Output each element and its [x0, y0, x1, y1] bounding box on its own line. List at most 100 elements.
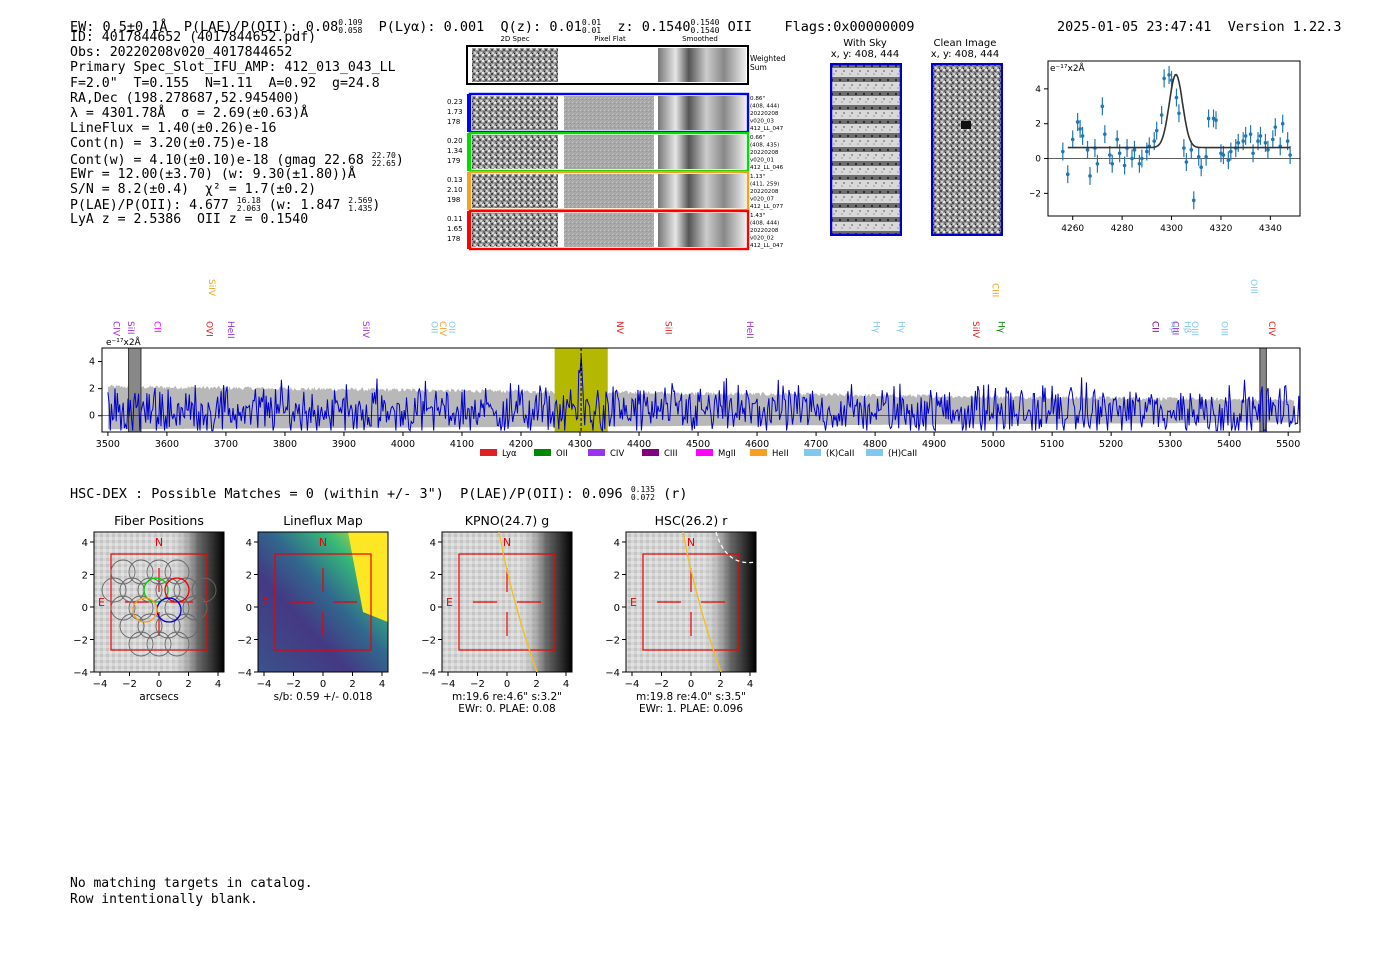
- ellipse-arc: [498, 531, 538, 673]
- panel-xtick: 0: [320, 679, 326, 690]
- panel-xtick: −4: [441, 679, 456, 690]
- fiber-2d-spec: [472, 213, 558, 247]
- fiber-meta: 20220208: [750, 228, 779, 234]
- spectrum-xtick: 5300: [1158, 439, 1182, 450]
- spectrum-unit: e⁻¹⁷x2Å: [106, 336, 142, 348]
- legend-item: Lyα: [480, 449, 517, 459]
- spectral-line-label: Hγ: [995, 321, 1005, 334]
- fit-data-point: [1288, 146, 1292, 165]
- fit-data-point: [1110, 154, 1115, 173]
- legend-swatch: [588, 449, 605, 456]
- east-label: E: [98, 596, 105, 609]
- fiber-color-bar: [467, 94, 470, 132]
- legend-item: CIV: [588, 449, 624, 459]
- hsc-dex-line: HSC-DEX : Possible Matches = 0 (within +…: [70, 485, 688, 503]
- fiber-meta: v020_07: [750, 197, 774, 203]
- panel-xtick: −2: [654, 679, 669, 690]
- fit-data-point: [1130, 149, 1134, 168]
- info-obs: Obs: 20220208v020_4017844652: [70, 45, 293, 61]
- footer-line-1: No matching targets in catalog.: [70, 876, 313, 891]
- info-id: ID: 4017844652 (4017844652.pdf): [70, 30, 317, 45]
- col-label-2dspec: 2D Spec: [500, 35, 529, 43]
- legend-item: HeII: [750, 449, 789, 459]
- clean-image-title: Clean Image x, y: 408, 444: [930, 38, 1000, 60]
- legend-item: CIII: [642, 449, 677, 459]
- panel-xtick: −2: [286, 679, 301, 690]
- fiber-circle: [155, 613, 181, 639]
- fiber-circle: [128, 559, 154, 585]
- fit-data-point: [1132, 140, 1137, 159]
- fiber-meta: 1.13": [750, 174, 765, 180]
- panel-xtick: 0: [688, 679, 694, 690]
- panel-ytick: 2: [246, 571, 252, 582]
- fit-data-point: [1122, 156, 1127, 175]
- fiber-meta: 20220208: [750, 111, 779, 117]
- north-label: N: [155, 536, 163, 549]
- aperture-box: [458, 553, 556, 651]
- panel-title: KPNO(24.7) g: [465, 513, 549, 528]
- fit-data-point: [1263, 133, 1268, 152]
- fit-data-point: [1159, 105, 1164, 124]
- panel-ytick: 0: [82, 603, 88, 614]
- fiber-weight: 2.10: [447, 186, 463, 194]
- spectrum-xtick: 5200: [1099, 439, 1123, 450]
- fit-data-point: [1078, 119, 1082, 138]
- fiber-smoothed: [658, 135, 746, 169]
- fiber-weight: 1.73: [447, 108, 463, 116]
- fiber-weight: 0.11: [447, 215, 463, 223]
- panel-caption-2: EWr: 1. PLAE: 0.096: [639, 703, 743, 715]
- spectral-line-label: SiII: [125, 321, 135, 335]
- spectrum-xtick: 3900: [332, 439, 356, 450]
- fit-xtick: 4280: [1111, 224, 1134, 234]
- fiber-color-bar: [467, 133, 470, 171]
- spectral-line-label: OII: [428, 321, 438, 333]
- plae-range: 0.109 0.058: [338, 18, 363, 35]
- col-label-pixelflat: Pixel Flat: [594, 35, 626, 43]
- fiber-meta: v020_03: [750, 119, 774, 125]
- spectral-line-label: OIII: [1189, 321, 1199, 336]
- spectrum-xtick: 4500: [686, 439, 710, 450]
- footer-line-2: Row intentionally blank.: [70, 891, 258, 907]
- panel-ytick: −4: [605, 668, 620, 679]
- panel-xtick: 0: [156, 679, 162, 690]
- info-lyaz: LyA z = 2.5386 OII z = 0.1540: [70, 212, 309, 228]
- spectral-line-label: CII: [152, 321, 162, 333]
- spectral-line-label: SiIV: [970, 321, 980, 339]
- panel-xtick: 0: [504, 679, 510, 690]
- panel-xtick: −2: [470, 679, 485, 690]
- qz-range: 0.01 0.01: [581, 18, 602, 35]
- weighted-label: Weighted: [750, 54, 786, 63]
- info-contw: Cont(w) = 4.10(±0.10)e-18 (gmag 22.68 22…: [70, 150, 404, 168]
- fit-data-point: [1199, 158, 1203, 177]
- east-label: E: [262, 596, 269, 609]
- fit-data-point: [1258, 126, 1263, 145]
- panel-xtick: −4: [257, 679, 272, 690]
- spectral-line-label: CIII: [990, 283, 1000, 297]
- fiber-row: 0.11 1.65 178 1.43" (408, 444)20220208 v020_0…: [447, 209, 784, 251]
- spectral-line-label: OII: [446, 321, 456, 333]
- panel-xtick: 4: [215, 679, 221, 690]
- fit-data-point: [1214, 111, 1218, 130]
- fiber-smoothed: [658, 96, 746, 130]
- spectrum-ytick: 4: [89, 357, 95, 368]
- fiber-weight: 179: [447, 157, 460, 165]
- panel-title: Lineflux Map: [283, 513, 363, 528]
- info-primary: Primary Spec_Slot_IFU_AMP: 412_013_043_L…: [70, 60, 396, 76]
- fiber-weight: 1.65: [447, 225, 463, 233]
- panel-xtick: 2: [185, 679, 191, 690]
- fiber-pixel-flat: [564, 174, 654, 208]
- fit-ytick: 0: [1035, 155, 1041, 165]
- legend-label: CIII: [664, 449, 677, 459]
- fit-data-point: [1167, 65, 1171, 84]
- panel-xtick: 4: [563, 679, 569, 690]
- fiber-meta: 412_LL_046: [750, 165, 784, 171]
- fiber-meta: 0.66": [750, 135, 765, 141]
- fit-data-point: [1070, 130, 1075, 149]
- panel-ytick: −4: [237, 668, 252, 679]
- fiber-meta: 20220208: [750, 150, 779, 156]
- panel-xtick: −4: [625, 679, 640, 690]
- image-panels: Fiber Positions N E −4 −2 0 2 4 4 2 0 −2 −4 arcsecs Li…: [73, 513, 757, 715]
- fit-data-point: [1273, 118, 1278, 137]
- fit-data-point: [1107, 146, 1112, 165]
